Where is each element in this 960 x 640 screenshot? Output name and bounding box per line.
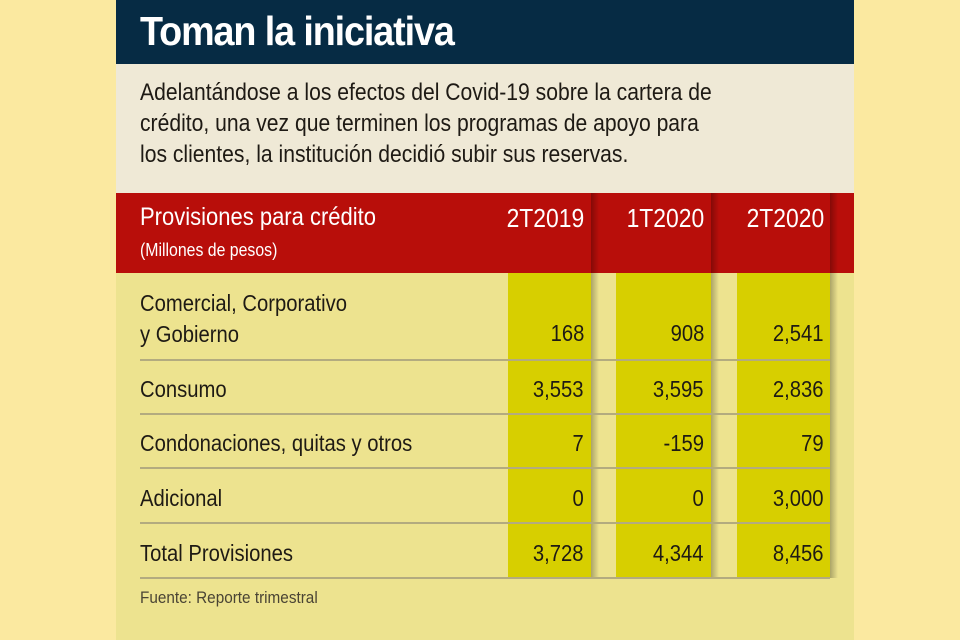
table-cell: 7: [572, 430, 584, 456]
table-cell: -159: [663, 430, 704, 456]
infographic-card: Toman la iniciativa Adelantándose a los …: [116, 0, 854, 640]
row-divider: [140, 577, 830, 579]
intro-line: crédito, una vez que terminen los progra…: [140, 110, 699, 137]
row-label-consumo: Consumo: [140, 376, 227, 402]
table-header-band: [116, 193, 854, 273]
column-header-bg-1t2020: [616, 193, 711, 273]
column-highlight-2t2019: [508, 273, 591, 578]
column-shadow: [830, 193, 838, 578]
table-header-label: Provisiones para crédito: [140, 203, 377, 231]
intro-line: Adelantándose a los efectos del Covid-19…: [140, 79, 712, 106]
table-cell: 3,553: [533, 376, 584, 402]
column-header-bg-2t2020: [737, 193, 830, 273]
row-divider: [140, 413, 830, 415]
row-label-comercial: Comercial, Corporativo y Gobierno: [140, 288, 347, 350]
row-divider: [140, 467, 830, 469]
column-shadow: [711, 193, 719, 578]
table-cell: 4,344: [653, 540, 704, 566]
column-header-bg-2t2019: [508, 193, 591, 273]
intro-line: los clientes, la institución decidió sub…: [140, 141, 629, 168]
row-label-line: Comercial, Corporativo: [140, 290, 347, 316]
column-highlight-1t2020: [616, 273, 711, 578]
table-cell: 3,728: [533, 540, 584, 566]
title-band: Toman la iniciativa: [116, 0, 854, 64]
column-header-1t2020: 1T2020: [626, 203, 704, 233]
row-label-line: y Gobierno: [140, 321, 240, 347]
table-cell: 3,000: [773, 485, 824, 511]
table-cell: 0: [572, 485, 584, 511]
intro-band: Adelantándose a los efectos del Covid-19…: [116, 64, 854, 193]
table-cell: 2,541: [773, 320, 824, 346]
source-note: Fuente: Reporte trimestral: [140, 588, 318, 607]
table-header-sublabel: (Millones de pesos): [140, 240, 278, 260]
row-label-total: Total Provisiones: [140, 540, 293, 566]
table-cell: 3,595: [653, 376, 704, 402]
table-cell: 2,836: [773, 376, 824, 402]
row-divider: [140, 359, 830, 361]
table-cell: 79: [801, 430, 824, 456]
table-cell: 8,456: [773, 540, 824, 566]
column-shadow: [591, 193, 599, 578]
column-highlight-2t2020: [737, 273, 830, 578]
column-header-2t2020: 2T2020: [746, 203, 824, 233]
table-cell: 908: [670, 320, 704, 346]
row-label-condonaciones: Condonaciones, quitas y otros: [140, 430, 413, 456]
table-cell: 0: [692, 485, 704, 511]
intro-text: Adelantándose a los efectos del Covid-19…: [140, 77, 809, 170]
row-divider: [140, 522, 830, 524]
column-header-2t2019: 2T2019: [506, 203, 584, 233]
table-cell: 168: [550, 320, 584, 346]
infographic-title: Toman la iniciativa: [140, 8, 455, 54]
row-label-adicional: Adicional: [140, 485, 223, 511]
